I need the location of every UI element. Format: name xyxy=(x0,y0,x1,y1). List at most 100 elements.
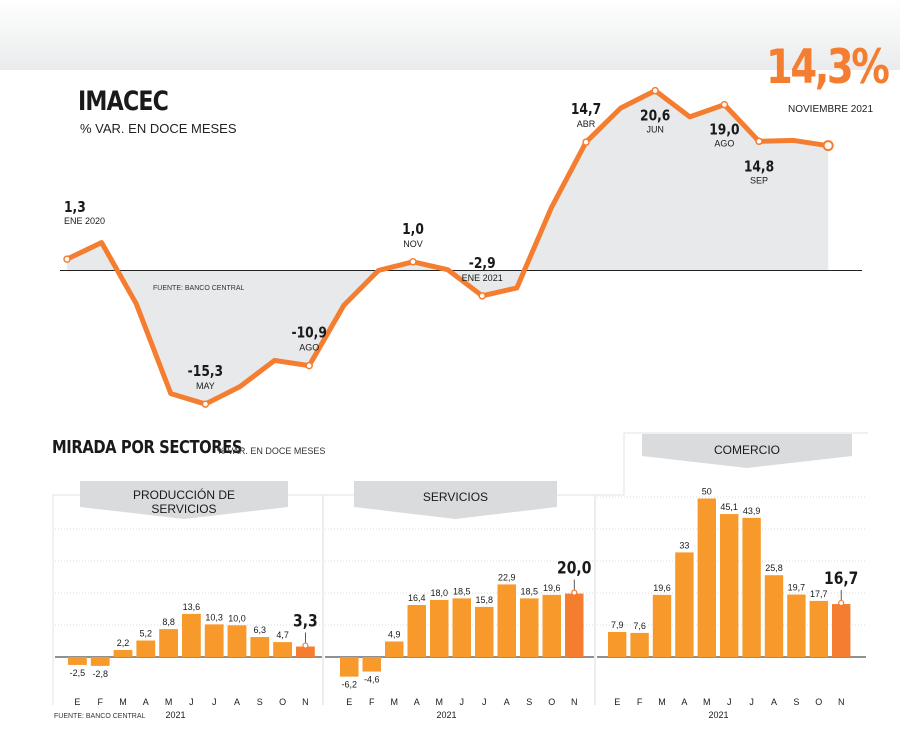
month-tick-label: A xyxy=(504,697,510,707)
sector-title-line: SERVICIOS xyxy=(151,502,216,516)
sector-bar xyxy=(608,631,627,657)
month-tick-label: F xyxy=(637,697,643,707)
annotation-label: JUN xyxy=(646,125,664,135)
bar-value-label: 4,7 xyxy=(276,630,289,640)
bar-value-label: 43,9 xyxy=(743,506,761,516)
bar-value-label: 45,1 xyxy=(720,502,738,512)
annotation-value: 1,3 xyxy=(64,199,86,216)
data-point xyxy=(478,292,486,300)
annotation-value: -2,9 xyxy=(469,255,496,272)
sector-bar xyxy=(90,657,110,666)
month-tick-label: A xyxy=(234,697,240,707)
sectors-subtitle: % VAR. EN DOCE MESES xyxy=(217,446,326,456)
bar-value-label: 10,0 xyxy=(228,613,246,623)
bar-value-label: 7,9 xyxy=(611,620,624,630)
sector-last-value: 3,3 xyxy=(293,611,318,631)
source-note: FUENTE: BANCO CENTRAL xyxy=(153,285,245,292)
sector-last-value: 16,7 xyxy=(824,569,858,589)
bar-value-label: 25,8 xyxy=(765,563,783,573)
sector-bar xyxy=(227,625,247,657)
month-tick-label: M xyxy=(165,697,173,707)
month-tick-label: M xyxy=(119,697,127,707)
bar-value-label: 15,8 xyxy=(475,595,493,605)
sector-bar xyxy=(652,594,672,657)
sector-bar xyxy=(407,605,426,657)
month-tick-label: O xyxy=(279,697,286,707)
sector-banner xyxy=(354,481,557,519)
month-tick-label: J xyxy=(212,697,217,707)
data-point xyxy=(582,138,590,146)
bar-value-label: 18,0 xyxy=(430,588,448,598)
bar-value-label: 4,9 xyxy=(388,629,401,639)
bar-value-label: 18,5 xyxy=(520,586,538,596)
year-label: 2021 xyxy=(708,710,728,720)
bar-value-label: -4,6 xyxy=(364,675,380,685)
annotation-label: SEP xyxy=(750,175,768,185)
month-tick-label: A xyxy=(414,697,420,707)
bar-value-label: 19,6 xyxy=(543,583,561,593)
month-tick-label: O xyxy=(815,697,822,707)
bar-value-label: -6,2 xyxy=(341,680,357,690)
bar-value-label: -2,8 xyxy=(92,669,108,679)
month-tick-label: M xyxy=(391,697,399,707)
month-tick-label: J xyxy=(460,697,465,707)
sector-bar xyxy=(273,642,292,657)
annotation-value: -15,3 xyxy=(188,363,223,380)
sector-bar xyxy=(385,641,404,657)
month-tick-label: E xyxy=(74,697,80,707)
sector-last-value: 20,0 xyxy=(557,558,592,578)
sector-bar xyxy=(182,613,201,657)
sector-bar xyxy=(542,594,561,657)
sector-bar xyxy=(497,584,516,657)
sector-bar xyxy=(764,575,784,657)
sector-banner xyxy=(642,434,852,468)
month-tick-label: S xyxy=(526,697,532,707)
sector-bar xyxy=(250,637,270,657)
month-tick-label: M xyxy=(703,697,711,707)
sectors-source-note: FUENTE: BANCO CENTRAL xyxy=(54,713,146,720)
data-point xyxy=(651,86,659,95)
highlight-label: NOVIEMBRE 2021 xyxy=(788,104,874,115)
annotation-value: 20,6 xyxy=(640,108,670,125)
month-tick-label: J xyxy=(727,697,732,707)
bar-value-label: 18,5 xyxy=(453,586,471,596)
year-label: 2021 xyxy=(436,710,456,720)
data-point xyxy=(201,400,210,408)
sector-last-point xyxy=(838,599,845,607)
bar-value-label: 10,3 xyxy=(205,612,223,622)
line-area xyxy=(67,90,829,405)
sector-bar xyxy=(787,594,806,657)
sector-bar xyxy=(832,604,851,657)
annotation-value: 14,7 xyxy=(571,101,601,118)
sector-bar xyxy=(720,514,739,657)
sector-bar xyxy=(430,599,449,657)
month-tick-label: J xyxy=(749,697,754,707)
sector-title-line: PRODUCCIÓN DE xyxy=(133,487,235,502)
month-tick-label: O xyxy=(548,697,555,707)
imacec-series-line xyxy=(64,88,831,407)
month-tick-label: N xyxy=(571,697,578,707)
sector-bar xyxy=(675,552,694,657)
annotation-value: 14,8 xyxy=(744,158,774,175)
month-tick-label: J xyxy=(189,697,194,707)
bar-value-label: 19,6 xyxy=(653,583,671,593)
sector-last-point xyxy=(302,642,309,649)
bar-value-label: 19,7 xyxy=(788,583,806,593)
month-tick-label: M xyxy=(436,697,444,707)
header-band xyxy=(0,0,900,70)
sector-bar xyxy=(452,598,471,657)
sector-bar xyxy=(340,657,359,677)
month-tick-label: J xyxy=(482,697,487,707)
bar-value-label: 22,9 xyxy=(498,572,516,582)
annotation-value: -10,9 xyxy=(291,325,326,342)
data-point xyxy=(305,361,313,370)
sectors-title: MIRADA POR SECTORES xyxy=(52,437,243,458)
month-tick-label: A xyxy=(681,697,687,707)
data-point xyxy=(720,100,729,109)
month-tick-label: F xyxy=(97,697,103,707)
sector-bar xyxy=(296,646,315,657)
month-tick-label: M xyxy=(658,697,666,707)
sector-bar xyxy=(809,600,828,657)
sector-last-point xyxy=(571,589,578,596)
